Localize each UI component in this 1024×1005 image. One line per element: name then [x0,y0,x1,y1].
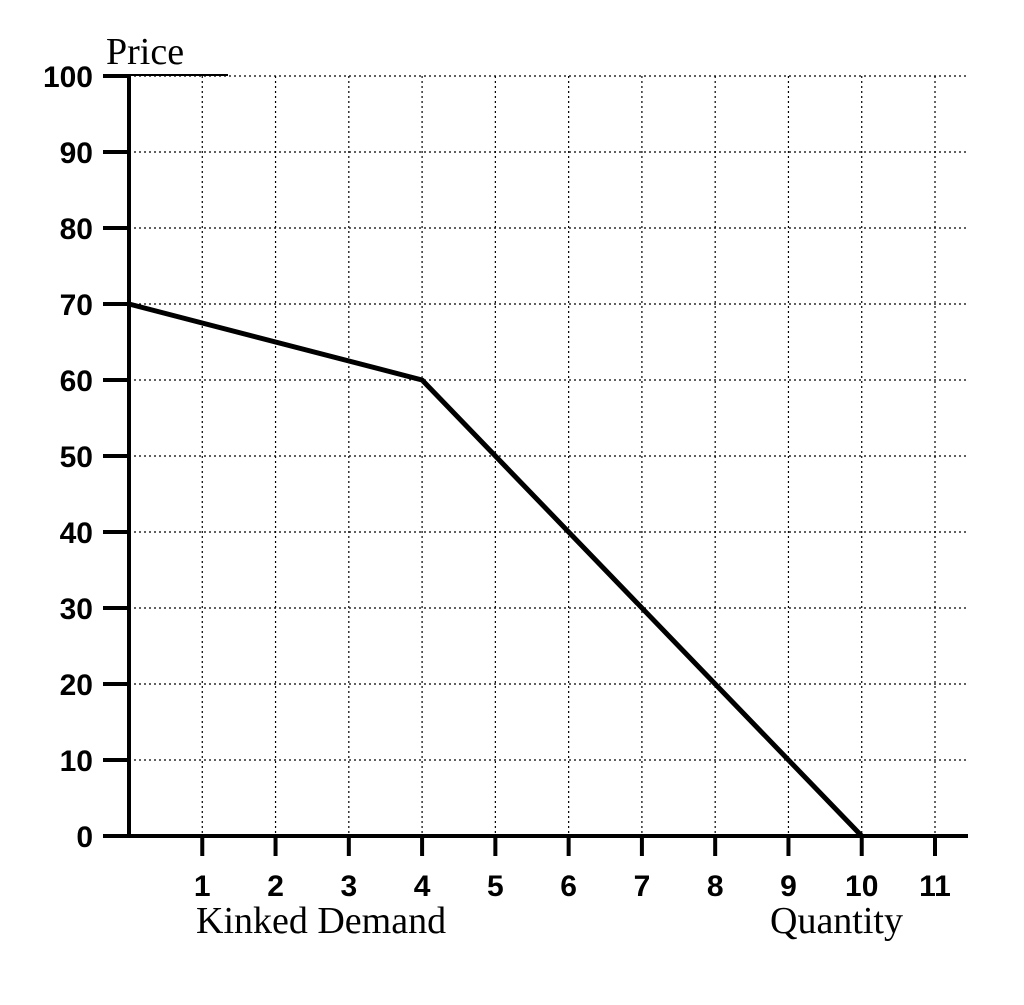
x-tick-label: 10 [845,870,878,903]
y-tick-label: 0 [76,821,93,854]
y-tick-label: 20 [60,669,93,702]
y-tick-label: 10 [60,745,93,778]
y-tick-label: 80 [60,213,93,246]
axes [127,76,968,838]
y-tick-label: 50 [60,441,93,474]
y-axis-title: Price [106,31,184,73]
x-tick-label: 5 [487,870,504,903]
y-tick-label: 60 [60,365,93,398]
x-tick-label: 4 [414,870,431,903]
x-tick-label: 6 [560,870,577,903]
x-tick-label: 11 [919,870,951,903]
demand-curve-layer [126,301,865,839]
y-tick-label: 30 [60,593,93,626]
grid [129,75,968,836]
chart-caption: Kinked Demand [196,900,446,942]
y-tick-label: 90 [60,137,93,170]
y-tick-label: 70 [60,289,93,322]
x-tick-label: 2 [267,870,284,903]
x-tick-label: 9 [780,870,797,903]
ticks: 0 10 20 30 40 50 60 70 80 90 100 1 2 3 4 5 6 7 8 9 10 11 [43,61,951,903]
demand-curve [126,301,865,839]
x-tick-label: 7 [634,870,651,903]
x-tick-label: 1 [194,870,211,903]
x-tick-label: 8 [707,870,724,903]
y-tick-label: 100 [43,61,93,94]
x-tick-label: 3 [340,870,357,903]
y-tick-label: 40 [60,517,93,550]
x-axis-title: Quantity [770,900,903,942]
